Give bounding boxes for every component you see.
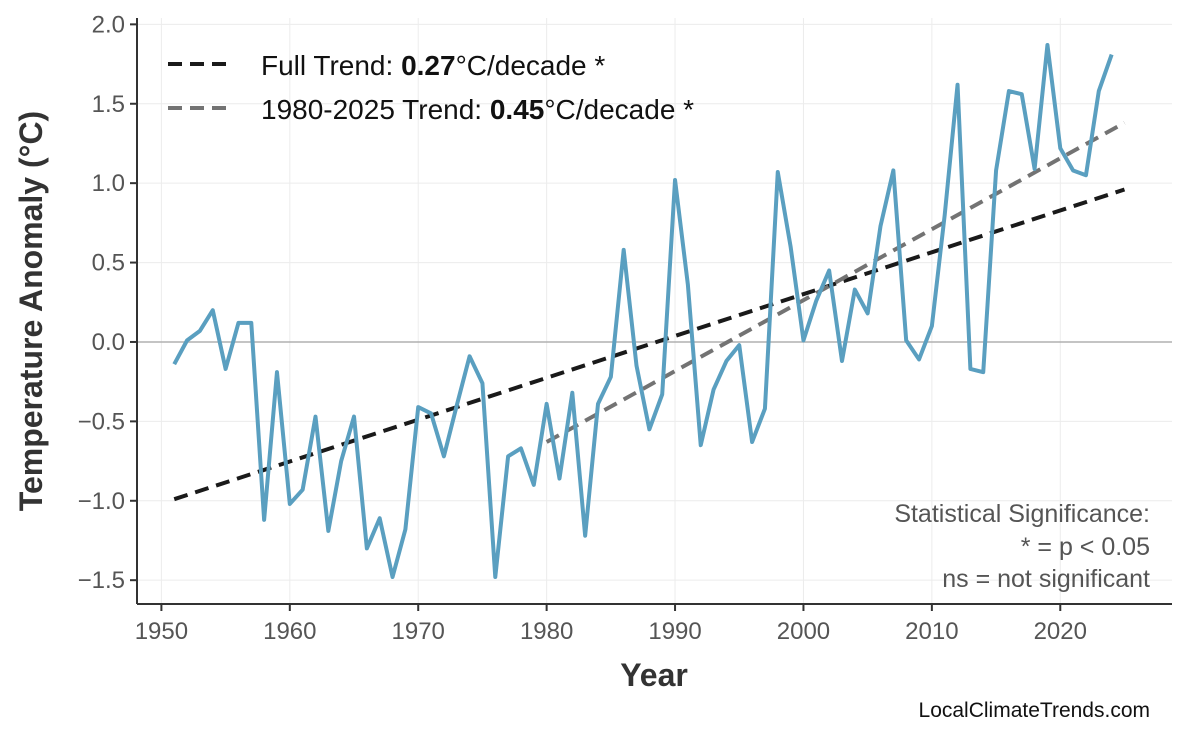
legend: Full Trend: 0.27°C/decade *1980-2025 Tre… [168,50,694,125]
legend-label-suffix: °C/decade * [456,50,606,81]
y-axis-label: Temperature Anomaly (°C) [13,111,49,511]
annotation-line: ns = not significant [942,565,1150,593]
x-tick-label: 2020 [1034,618,1087,645]
y-tick-label: −1.0 [78,488,125,515]
series [172,42,1114,580]
legend-label: 1980-2025 Trend: 0.45°C/decade * [261,94,694,125]
y-tick-label: −0.5 [78,408,125,435]
x-axis-label: Year [620,657,688,693]
x-tick-label: 1950 [135,618,188,645]
x-tick-label: 2000 [777,618,830,645]
x-tick-label: 1970 [392,618,445,645]
x-tick-label: 1960 [263,618,316,645]
anomaly-line [172,42,1114,580]
full-trend-line [173,187,1126,502]
axes: 1950 1960 1970 1980 1990 2000 2010 2020 −1.5 −1.0… [78,11,1172,645]
trend-value: 0.45 [490,94,545,125]
legend-label-prefix: 1980-2025 Trend: [261,94,490,125]
y-tick-label: 1.0 [92,170,125,197]
annotation-line: Statistical Significance: [894,500,1150,528]
y-tick-label: 2.0 [92,11,125,38]
legend-label: Full Trend: 0.27°C/decade * [261,50,605,81]
x-tick-label: 1990 [648,618,701,645]
legend-label-prefix: Full Trend: [261,50,401,81]
x-tick-label: 2010 [905,618,958,645]
y-tick-label: 1.5 [92,91,125,118]
trend-value: 0.27 [401,50,456,81]
legend-label-suffix: °C/decade * [544,94,694,125]
y-tick-label: 0.0 [92,329,125,356]
y-tick-label: 0.5 [92,250,125,277]
annotation-line: * = p < 0.05 [1021,533,1150,561]
credit: LocalClimateTrends.com [919,699,1150,722]
y-tick-label: −1.5 [78,567,125,594]
recent-trend-line [545,121,1126,444]
significance-annotation: Statistical Significance: * = p < 0.05 n… [894,500,1150,593]
x-tick-label: 1980 [520,618,573,645]
